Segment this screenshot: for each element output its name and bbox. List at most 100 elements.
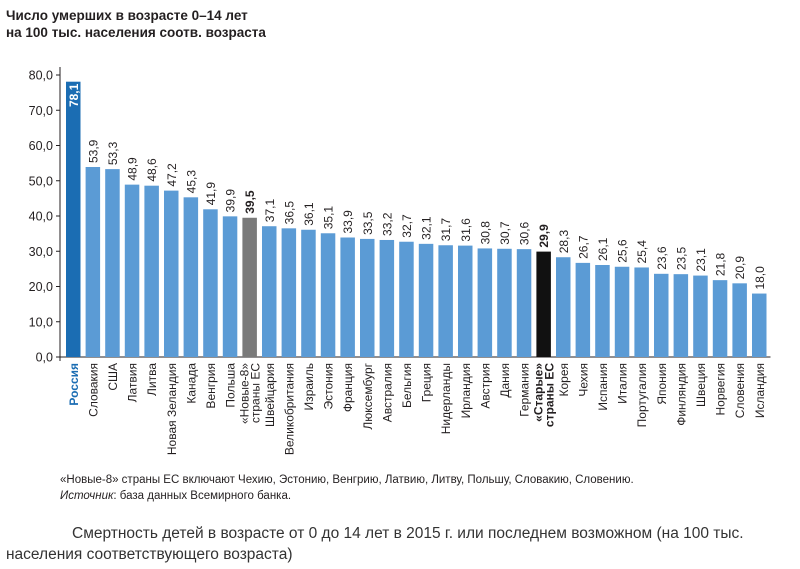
bar [85, 167, 101, 357]
value-label: 20,9 [733, 256, 747, 280]
category-label: Италия [616, 363, 630, 404]
category-label: Польша [224, 363, 238, 408]
bar [418, 243, 434, 357]
y-tick-label: 60,0 [29, 139, 53, 153]
bar [595, 264, 610, 357]
value-label: 53,9 [86, 139, 100, 163]
footnote-source-text: : база данных Всемирного банка. [113, 490, 292, 502]
value-label: 39,5 [243, 190, 257, 214]
value-label: 32,1 [420, 216, 434, 240]
category-label: Австралия [380, 363, 394, 422]
category-label: Нидерланды [439, 363, 453, 434]
category-label: Израиль [302, 363, 316, 410]
y-tick-label: 40,0 [29, 210, 53, 224]
bar [66, 81, 81, 357]
value-label: 48,6 [145, 158, 159, 182]
y-tick-label: 0,0 [36, 351, 53, 365]
category-label: Испания [596, 363, 610, 411]
category-label: Швеция [694, 363, 708, 407]
bar [477, 248, 493, 357]
value-label: 30,6 [518, 221, 532, 245]
category-label: Исландия [753, 363, 767, 418]
category-label: «Старые» [532, 363, 546, 422]
bar [164, 190, 179, 357]
bar [516, 249, 532, 357]
bar [399, 241, 414, 357]
value-label: 41,9 [204, 182, 218, 206]
bar-chart: 0,0 10,0 20,0 30,0 40,0 50,0 60,0 70,0 80,0 78,1 Р… [29, 67, 771, 455]
bar [575, 262, 591, 357]
chart-title: Число умерших в возрасте 0–14 лет на 100… [6, 7, 266, 41]
footnote-new8: «Новые-8» страны ЕС включают Чехию, Эсто… [60, 474, 634, 486]
bar [732, 283, 747, 357]
value-label: 33,5 [361, 211, 375, 235]
value-label: 39,9 [224, 189, 238, 213]
bar [124, 184, 140, 357]
footnote-source-label: Источник [60, 490, 114, 502]
bar [242, 217, 257, 357]
y-tick-label: 50,0 [29, 174, 53, 188]
category-label: Люксембург [361, 362, 375, 429]
category-label: Канада [184, 363, 198, 404]
bar [438, 245, 453, 357]
y-tick-label: 70,0 [29, 104, 53, 118]
bar [144, 185, 159, 357]
bar [536, 251, 551, 357]
category-label: Австрия [478, 363, 492, 409]
bar [301, 229, 316, 357]
bar [712, 280, 728, 357]
bar [752, 293, 767, 357]
bar [183, 197, 199, 357]
category-label: Новая Зеландия [165, 363, 179, 455]
category-label: Латвия [126, 363, 140, 402]
value-label: 31,6 [459, 218, 473, 242]
value-label: 36,5 [282, 201, 296, 225]
value-label: 31,7 [439, 218, 453, 242]
bar [614, 266, 630, 357]
value-label: 25,6 [616, 239, 630, 263]
footnote-source: Источник: база данных Всемирного банка. [60, 490, 291, 502]
category-label: Словения [733, 363, 747, 418]
category-label: страны ЕС [249, 363, 263, 423]
value-label: 37,1 [263, 199, 277, 223]
bar [556, 257, 571, 357]
y-tick-label: 30,0 [29, 245, 53, 259]
category-label: Финляндия [674, 363, 688, 426]
value-label: 33,2 [380, 212, 394, 236]
bar [105, 169, 120, 357]
bar [360, 238, 375, 357]
value-label: 18,0 [753, 266, 767, 290]
category-label: Греция [420, 363, 434, 402]
value-label: 78,1 [67, 83, 81, 107]
bar [634, 267, 649, 357]
category-label: Венгрия [204, 363, 218, 409]
category-label: Чехия [576, 363, 590, 397]
y-tick-label: 10,0 [29, 315, 53, 329]
category-label: «Новые-8» [238, 363, 252, 424]
category-label: Россия [67, 363, 81, 406]
category-label: Норвегия [714, 363, 728, 416]
value-label: 29,9 [537, 224, 551, 248]
y-tick-label: 20,0 [29, 280, 53, 294]
value-label: 45,3 [184, 170, 198, 194]
value-label: 21,8 [714, 252, 728, 276]
figure-caption: Смертность детей в возрасте от 0 до 14 л… [6, 525, 744, 563]
category-label: Франция [341, 363, 355, 412]
bar [320, 233, 336, 357]
value-label: 48,9 [126, 157, 140, 181]
bar [281, 228, 297, 357]
bar [654, 273, 669, 357]
bar [693, 275, 708, 357]
bar [497, 248, 512, 357]
value-label: 36,1 [302, 202, 316, 226]
category-label: Великобритания [282, 363, 296, 455]
value-label: 33,9 [341, 210, 355, 234]
value-label: 47,2 [165, 163, 179, 187]
value-label: 26,7 [576, 235, 590, 259]
value-label: 26,1 [596, 237, 610, 261]
value-label: 30,8 [478, 221, 492, 245]
category-label: Швейцария [263, 363, 277, 427]
category-label: Япония [655, 363, 669, 405]
bar [458, 245, 473, 357]
category-label: Дания [498, 363, 512, 398]
